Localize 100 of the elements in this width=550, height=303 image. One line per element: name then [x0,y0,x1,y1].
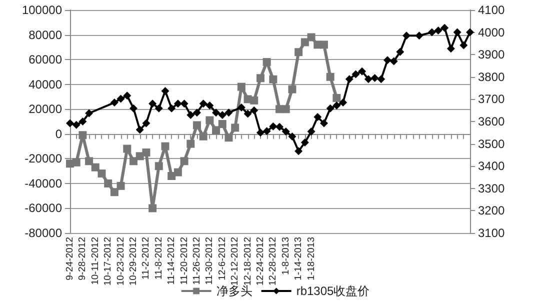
point [256,128,264,137]
point [237,103,246,112]
legend-label: rb1305收盘价 [296,284,370,298]
x-tick-label: 11-20-2012 [178,237,190,285]
point [104,179,112,188]
point [383,56,392,64]
point [142,148,150,156]
point [98,170,106,178]
point [129,104,138,112]
point [129,157,138,166]
point [332,94,341,102]
point [390,57,398,66]
point [377,75,386,84]
y-tick-label: -40000 [24,176,62,190]
point [320,119,328,128]
point [199,100,208,108]
point [282,128,290,136]
point [78,131,87,140]
point [168,104,176,112]
x-tick-label: 1-14-2013 [293,237,304,280]
point [148,100,157,108]
x-tick-label: 11-8-2012 [153,237,164,280]
point [262,127,271,136]
y-tick-label: 100000 [22,3,62,17]
y-tick-label: -60000 [24,201,62,216]
point [364,75,372,84]
point [269,75,278,84]
point [358,67,366,76]
point [123,144,132,153]
x-tick-label: 11-30-2012 [204,237,216,285]
x-tick-label: 9-28-2012 [77,237,88,280]
point [345,75,354,84]
point [237,82,246,91]
point [440,24,449,32]
point [136,126,144,134]
point [186,111,195,120]
y2-tick-label: 4000 [478,25,506,40]
point [186,140,195,148]
x-tick-label: 12-12-2012 [230,237,241,286]
y2-tick-label: 3200 [478,204,506,218]
y-tick-label: -20000 [24,152,62,166]
point [294,147,303,156]
point [192,108,201,117]
x-tick-label: 10-11-2012 [90,237,101,285]
point [250,106,258,114]
point [415,32,424,40]
x-tick-label: 11-26-2012 [191,237,202,285]
point [326,72,334,81]
point [396,48,404,56]
x-tick-label: 10-29-2012 [128,237,139,286]
point [123,92,132,100]
y2-tick-label: 4100 [478,3,506,17]
point [192,121,201,130]
point [288,132,296,140]
point [434,26,442,35]
point [428,28,436,36]
point [206,101,214,110]
y-tick-label: 0 [55,126,62,141]
point [224,134,233,142]
point [352,70,360,78]
y-tick-label: -80000 [24,226,62,240]
point [154,162,163,170]
x-tick-label: 9-24-2012 [64,237,76,280]
legend-label: 净多头 [216,284,252,298]
point [206,116,214,124]
point [256,74,264,82]
y-tick-label: 40000 [28,77,62,92]
x-tick-label: 10-17-2012 [102,237,114,286]
point [262,58,271,66]
point [212,108,220,117]
point [218,120,226,128]
point [116,94,125,103]
y2-tick-label: 3700 [478,92,506,106]
point [300,38,309,46]
x-tick-label: 11-14-2012 [166,237,178,285]
point [332,101,341,110]
point [161,142,170,150]
point [110,188,118,196]
point [244,110,252,118]
point [85,157,94,166]
y2-tick-label: 3500 [478,136,506,151]
point [212,126,220,134]
x-tick-label: 12-6-2012 [216,237,228,280]
point [180,157,188,166]
point [307,128,316,136]
point [466,28,474,36]
point [326,104,334,112]
point [116,182,125,190]
point [320,40,328,49]
point [231,124,240,132]
y2-tick-label: 3400 [478,159,506,174]
point [161,86,170,95]
point [218,111,226,120]
y-tick-label: 80000 [28,28,62,42]
point [110,98,118,107]
point [72,120,80,129]
point [339,98,348,107]
point [294,48,303,56]
x-tick-label: 1-8-2013 [280,237,292,276]
point [446,44,455,53]
